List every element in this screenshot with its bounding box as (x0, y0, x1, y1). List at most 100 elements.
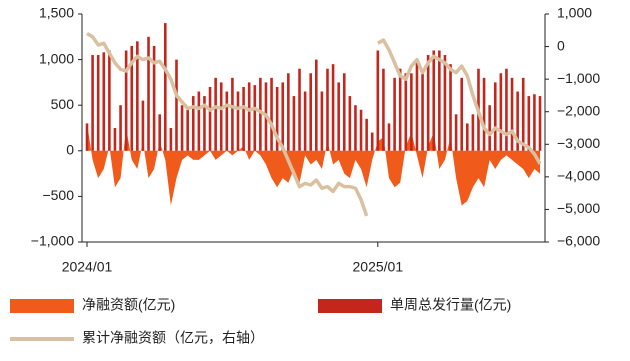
issuance-bar (359, 109, 363, 151)
cumulative-line (376, 38, 542, 165)
legend-label: 净融资额(亿元) (82, 297, 175, 313)
issuance-bar (454, 114, 458, 151)
issuance-bar (91, 55, 94, 151)
x-tick-label: 2025/01 (353, 259, 404, 275)
issuance-bar (410, 73, 413, 151)
issuance-bar (163, 23, 167, 151)
y2-tick-label: −3,000 (557, 135, 600, 151)
issuance-bar (214, 77, 217, 151)
issuance-bar (298, 68, 301, 151)
issuance-bar (180, 105, 184, 151)
issuance-bar (516, 91, 519, 151)
issuance-bar (533, 94, 536, 151)
issuance-bar (231, 77, 234, 151)
issuance-bar (342, 73, 346, 151)
issuance-bar (158, 114, 162, 151)
issuance-bar (253, 85, 257, 151)
legend-label: 单周总发行量(亿元) (390, 297, 511, 313)
issuance-bar (303, 91, 307, 151)
issuance-bar (191, 96, 195, 151)
legend-swatch (10, 299, 74, 313)
issuance-bar (281, 82, 285, 151)
issuance-bar (186, 109, 189, 151)
issuance-bar (382, 68, 385, 151)
y-tick-label: −1,000 (31, 233, 74, 249)
issuance-bar (141, 100, 145, 151)
issuance-bar (432, 50, 436, 151)
issuance-bar (527, 96, 531, 151)
y-tick-label: 500 (51, 96, 75, 112)
issuance-bar (538, 96, 542, 151)
issuance-bar (505, 68, 508, 151)
issuance-bar (108, 50, 111, 151)
issuance-bar (152, 45, 156, 151)
issuance-bar (443, 55, 447, 151)
y2-tick-label: −1,000 (557, 70, 600, 86)
y2-tick-label: −6,000 (557, 233, 600, 249)
y-tick-label: 1,000 (39, 50, 74, 66)
issuance-bar (219, 82, 223, 151)
issuance-bar (242, 86, 245, 151)
issuance-bar (398, 68, 402, 151)
issuance-bar (124, 50, 128, 151)
issuance-bar (292, 96, 296, 151)
issuance-bar (136, 41, 139, 151)
y-tick-label: 0 (66, 142, 74, 158)
issuance-bar (314, 59, 318, 151)
issuance-bar (287, 73, 290, 151)
issuance-bar (493, 82, 497, 151)
issuance-bar (275, 86, 279, 151)
cumulative-line (86, 32, 369, 217)
issuance-bar (404, 73, 408, 151)
issuance-bar (471, 114, 475, 151)
x-tick-label: 2024/01 (62, 259, 113, 275)
y-tick-label: −500 (42, 187, 74, 203)
issuance-bar (510, 77, 514, 151)
issuance-bar (197, 91, 201, 151)
issuance-bar (169, 128, 173, 151)
issuance-bar (482, 77, 486, 151)
issuance-bar (337, 82, 340, 151)
legend-label: 累计净融资额（亿元，右轴） (82, 330, 264, 346)
y2-tick-label: −2,000 (557, 102, 600, 118)
issuance-bar (259, 77, 262, 151)
issuance-bar (365, 118, 368, 151)
y2-tick-label: −4,000 (557, 168, 600, 184)
issuance-bar (376, 50, 380, 151)
issuance-bar (488, 105, 491, 151)
issuance-bar (203, 96, 206, 151)
issuance-bar (119, 105, 122, 151)
issuance-bar (387, 123, 391, 151)
issuance-bar (460, 77, 464, 151)
issuance-bar (348, 96, 352, 151)
issuance-bar (426, 55, 430, 151)
issuance-bar (236, 91, 240, 151)
issuance-bar (326, 68, 329, 151)
issuance-bar (130, 45, 134, 151)
issuance-bar (331, 64, 335, 151)
issuance-bar (438, 50, 441, 151)
issuance-bar (247, 82, 251, 151)
issuance-bar (465, 123, 469, 151)
issuance-bar (208, 86, 212, 151)
issuance-bar (521, 77, 525, 151)
issuance-bar (147, 36, 150, 151)
issuance-bar (449, 64, 452, 151)
issuance-bar (96, 55, 100, 151)
y2-tick-label: 0 (557, 37, 565, 53)
issuance-bar (354, 105, 357, 151)
issuance-bar (320, 91, 324, 151)
issuance-bar (85, 123, 89, 151)
issuance-bar (225, 91, 229, 151)
net-financing-area (87, 123, 540, 206)
y2-tick-label: 1,000 (557, 5, 592, 21)
issuance-bar (113, 128, 117, 151)
issuance-bar (270, 77, 273, 151)
issuance-bar (415, 59, 419, 151)
issuance-bar (421, 73, 424, 151)
issuance-bar (175, 59, 178, 151)
issuance-bar (102, 52, 106, 151)
issuance-bar (499, 73, 503, 151)
y2-tick-label: −5,000 (557, 200, 600, 216)
